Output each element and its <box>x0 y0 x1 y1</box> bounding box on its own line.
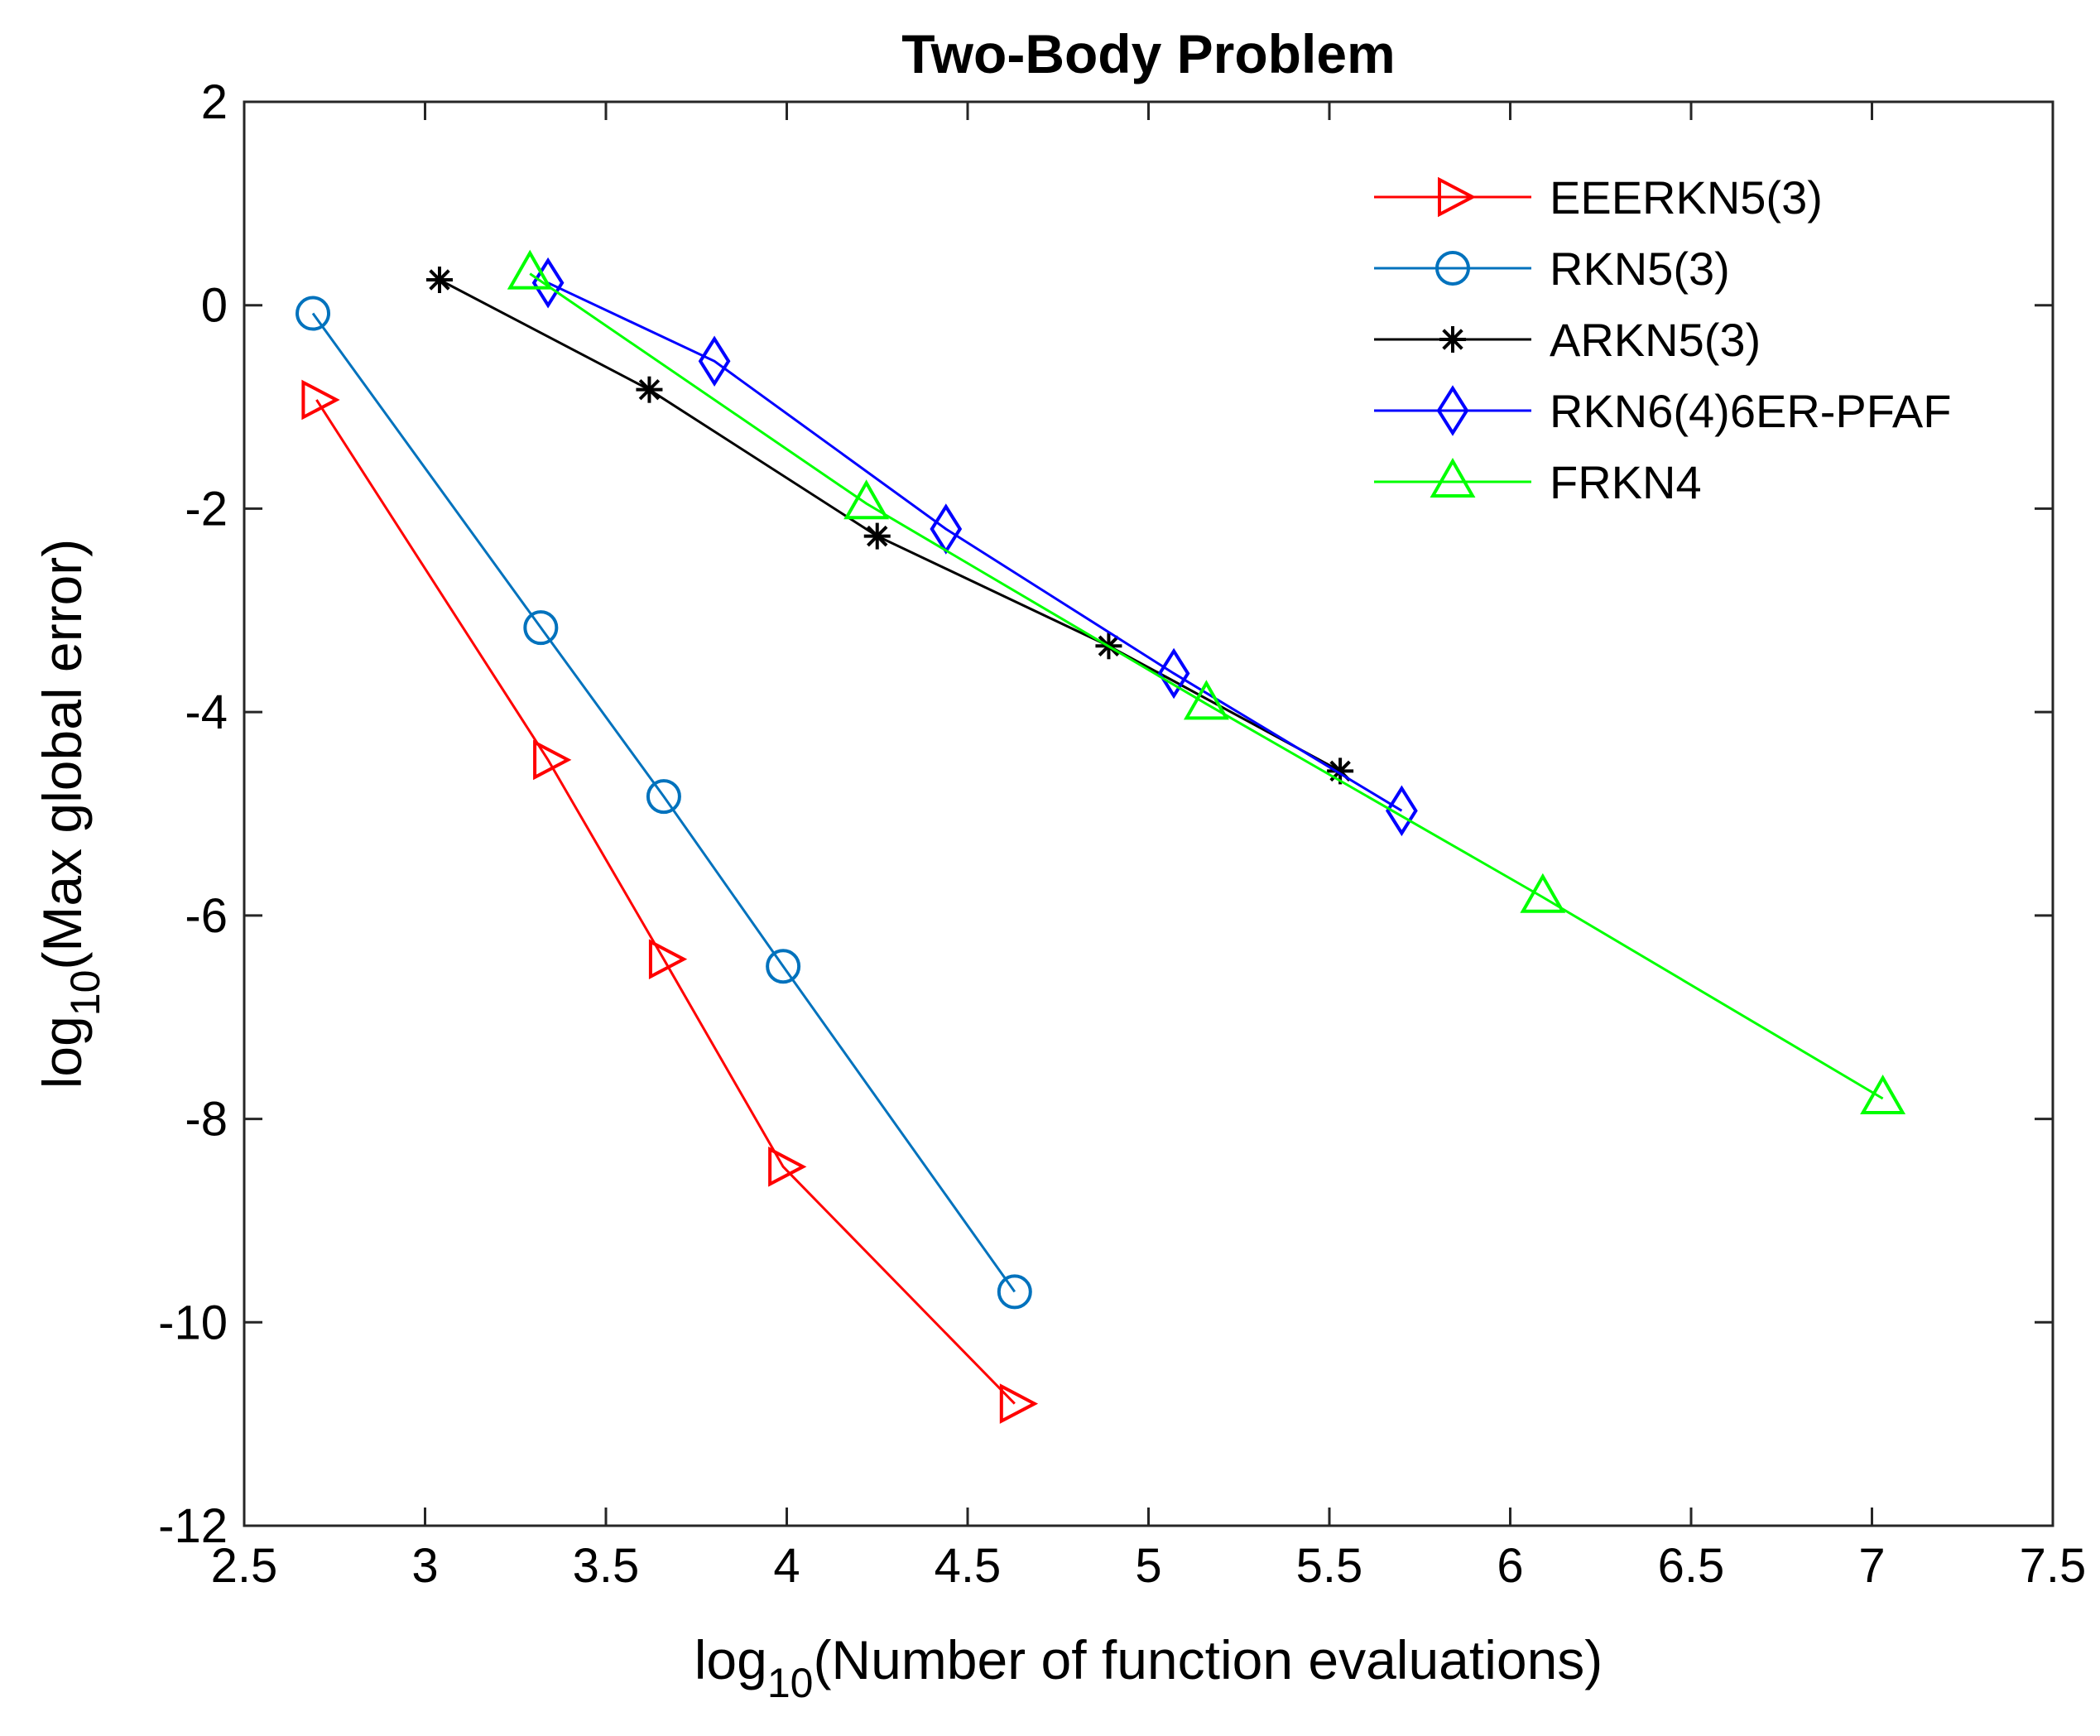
marker-asterisk <box>1439 326 1466 353</box>
y-tick-label: -2 <box>185 482 228 536</box>
y-tick-label: -12 <box>158 1499 228 1553</box>
marker-circle <box>646 779 681 815</box>
legend-label: EEERKN5(3) <box>1550 171 1823 224</box>
legend-item: FRKN4 <box>1374 456 1702 508</box>
y-tick-label: 2 <box>201 75 228 129</box>
marker-diamond <box>531 257 565 309</box>
x-axis-label-suffix: (Number of function evaluations) <box>813 1629 1603 1690</box>
marker-diamond <box>1386 785 1418 837</box>
marker-circle <box>997 1274 1032 1310</box>
legend-item: RKN6(4)6ER-PFAF <box>1374 385 1951 437</box>
legend-label: ARKN5(3) <box>1550 314 1761 366</box>
marker-triangle-right <box>999 1383 1039 1424</box>
series-FRKN4 <box>507 249 1906 1114</box>
marker-triangle-up <box>843 479 890 520</box>
x-tick-label: 5.5 <box>1296 1539 1363 1593</box>
marker-circle <box>766 949 801 984</box>
series-RKN5(3) <box>296 296 1032 1310</box>
marker-diamond <box>1157 647 1190 700</box>
y-axis-label: log10(Max global error) <box>31 539 108 1089</box>
series-line <box>315 399 1016 1405</box>
marker-triangle-up <box>1860 1074 1906 1114</box>
series-line <box>311 312 1016 1293</box>
x-tick-label: 4 <box>773 1539 800 1593</box>
legend-item: ARKN5(3) <box>1374 314 1761 366</box>
legend-label: FRKN4 <box>1550 456 1702 508</box>
chart-title: Two-Body Problem <box>901 23 1395 84</box>
marker-asterisk <box>425 267 453 293</box>
legend: EEERKN5(3) RKN5(3) ARKN5(3) RKN6(4)6ER-PFAF… <box>1374 171 1951 508</box>
y-axis-label-prefix: log <box>31 1016 93 1089</box>
marker-triangle-up <box>1183 680 1229 720</box>
x-tick-label: 2.5 <box>211 1539 278 1593</box>
marker-triangle-right <box>301 379 340 421</box>
x-tick-label: 7.5 <box>2020 1539 2087 1593</box>
x-tick-label: 3.5 <box>573 1539 640 1593</box>
y-tick-label: -8 <box>185 1093 228 1147</box>
marker-diamond <box>698 335 731 387</box>
legend-item: RKN5(3) <box>1374 243 1730 295</box>
x-tick-label: 5 <box>1135 1539 1161 1593</box>
y-tick-label: 0 <box>201 279 228 333</box>
marker-triangle-up <box>1520 873 1566 913</box>
legend-label: RKN6(4)6ER-PFAF <box>1550 385 1951 437</box>
marker-circle <box>296 296 331 331</box>
marker-circle <box>523 610 559 646</box>
marker-triangle-right <box>1438 176 1477 218</box>
plot-area <box>244 102 2053 1526</box>
x-tick-label: 7 <box>1858 1539 1885 1593</box>
marker-triangle-right <box>648 939 688 979</box>
series-line <box>529 272 1884 1100</box>
x-tick-label: 6.5 <box>1658 1539 1725 1593</box>
x-axis-label: log10(Number of function evaluations) <box>694 1629 1603 1706</box>
y-tick-label: -6 <box>185 889 228 943</box>
y-axis-label-subscript: 10 <box>62 970 108 1017</box>
marker-diamond <box>1436 385 1469 436</box>
x-tick-label: 3 <box>411 1539 438 1593</box>
axis-ticks: 2.5 3 3.5 4 4.5 5 5.5 6 6.5 7 7.5 2 0 -2 -4 -6 -8 -10 -12 <box>158 75 2086 1593</box>
x-axis-label-subscript: 10 <box>767 1660 814 1706</box>
x-axis-label-prefix: log <box>694 1629 767 1690</box>
marker-triangle-up <box>507 249 553 290</box>
x-tick-label: 4.5 <box>935 1539 1002 1593</box>
x-tick-label: 6 <box>1497 1539 1523 1593</box>
y-tick-label: -4 <box>185 685 228 739</box>
marker-asterisk <box>636 376 663 403</box>
marker-circle <box>1435 251 1470 286</box>
marker-triangle-right <box>768 1147 807 1187</box>
series-EEERKN5(3) <box>301 379 1039 1424</box>
marker-asterisk <box>863 522 891 550</box>
y-axis-label-suffix: (Max global error) <box>31 539 93 970</box>
series-line <box>547 281 1403 812</box>
legend-item: EEERKN5(3) <box>1374 171 1823 224</box>
marker-triangle-right <box>533 739 572 781</box>
marker-triangle-up <box>1430 457 1476 498</box>
y-tick-label: -10 <box>158 1296 228 1349</box>
data-layer <box>296 249 1906 1424</box>
legend-label: RKN5(3) <box>1550 243 1730 295</box>
